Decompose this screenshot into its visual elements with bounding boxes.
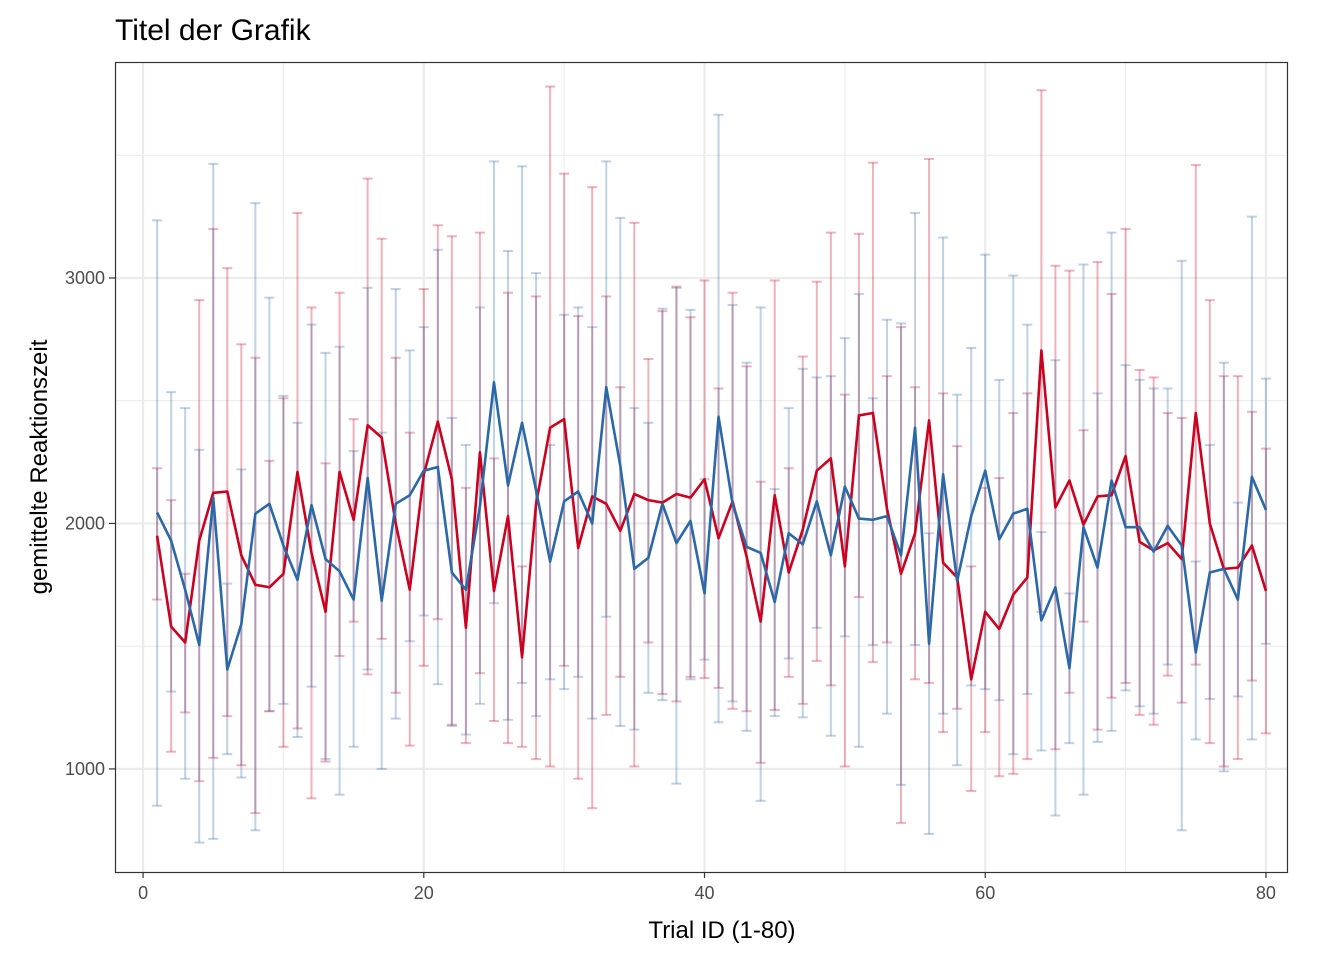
y-tick-label: 3000 — [65, 268, 105, 288]
x-tick-label: 40 — [694, 883, 714, 903]
x-tick-label: 80 — [1256, 883, 1276, 903]
y-tick-label: 1000 — [65, 759, 105, 779]
x-axis-ticks: 0 20 40 60 80 — [138, 872, 1276, 903]
x-tick-label: 20 — [414, 883, 434, 903]
x-tick-label: 60 — [975, 883, 995, 903]
chart-title: Titel der Grafik — [115, 14, 312, 47]
panel-border — [114, 61, 1289, 874]
y-axis-ticks: 1000 2000 3000 — [65, 268, 115, 779]
y-axis-label: gemittelte Reaktionszeit — [26, 339, 53, 594]
series-lines — [155, 349, 1268, 681]
x-tick-label: 0 — [138, 883, 148, 903]
gridlines — [115, 62, 1287, 872]
x-axis-label: Trial ID (1-80) — [648, 917, 795, 944]
y-tick-label: 2000 — [65, 513, 105, 533]
series-line-2 — [155, 381, 1268, 671]
